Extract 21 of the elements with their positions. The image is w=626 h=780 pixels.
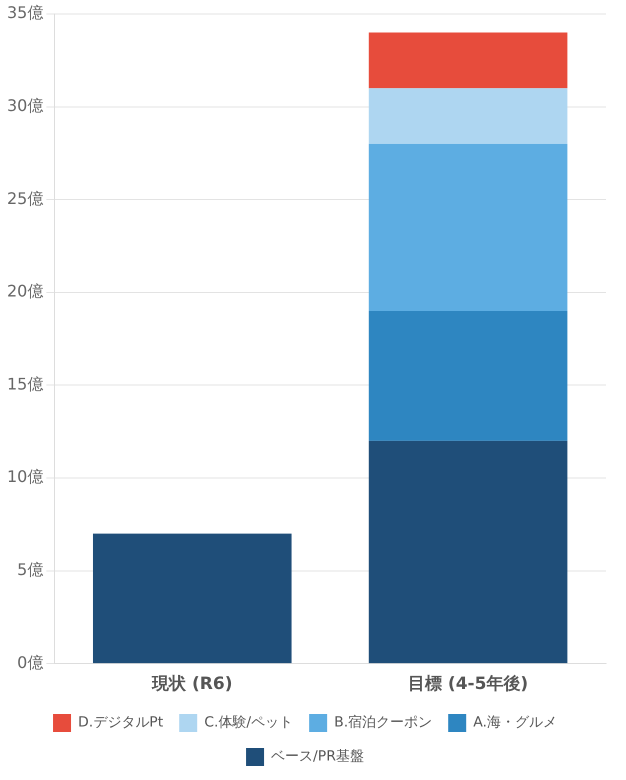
y-tick-label: 0億 <box>17 652 44 672</box>
y-tick-label: 30億 <box>7 96 44 115</box>
bar <box>368 144 568 311</box>
legend-label: C.体験/ペット <box>204 714 294 731</box>
x-tick-label: 現状 (R6) <box>151 674 232 694</box>
legend-label: D.デジタルPt <box>78 714 164 731</box>
legend-label: B.宿泊クーポン <box>334 714 432 731</box>
y-tick-label: 25億 <box>7 188 44 208</box>
bar <box>368 32 568 88</box>
bar <box>92 534 292 664</box>
bar <box>368 440 568 664</box>
y-tick-label: 5億 <box>17 560 44 579</box>
legend-label: ベース/PR基盤 <box>271 748 364 765</box>
y-tick-label: 15億 <box>7 374 44 394</box>
bar <box>368 310 568 441</box>
legend-label: A.海・グルメ <box>473 714 557 731</box>
x-tick-label: 目標 (4-5年後) <box>408 674 528 694</box>
y-tick-label: 20億 <box>7 282 44 301</box>
y-tick-label: 10億 <box>7 467 44 486</box>
y-tick-label: 35億 <box>7 3 44 22</box>
bar <box>368 88 568 144</box>
